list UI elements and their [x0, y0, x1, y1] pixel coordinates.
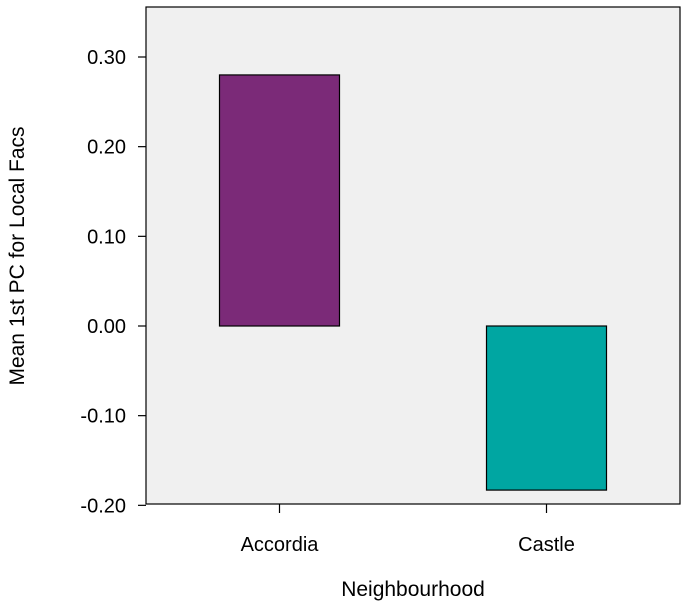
- bar-castle: [485, 325, 608, 491]
- y-tick-label: 0.30: [87, 47, 126, 69]
- x-tick-label: Castle: [518, 534, 575, 556]
- y-tick-label: -0.10: [80, 406, 126, 428]
- bars-layer: [218, 74, 608, 491]
- y-axis-title: Mean 1st PC for Local Facs: [6, 126, 29, 385]
- y-tick-label: -0.20: [80, 495, 126, 517]
- y-tick-label: 0.20: [87, 137, 126, 159]
- x-axis: Accordia Castle: [241, 504, 575, 556]
- y-tick-label: 0.00: [87, 316, 126, 338]
- x-axis-title: Neighbourhood: [341, 578, 485, 601]
- x-tick-label: Accordia: [241, 534, 320, 556]
- y-axis: 0.30 0.20 0.10 0.00 -0.10 -0.20: [80, 47, 146, 517]
- y-tick-label: 0.10: [87, 226, 126, 248]
- bar-accordia: [218, 74, 341, 327]
